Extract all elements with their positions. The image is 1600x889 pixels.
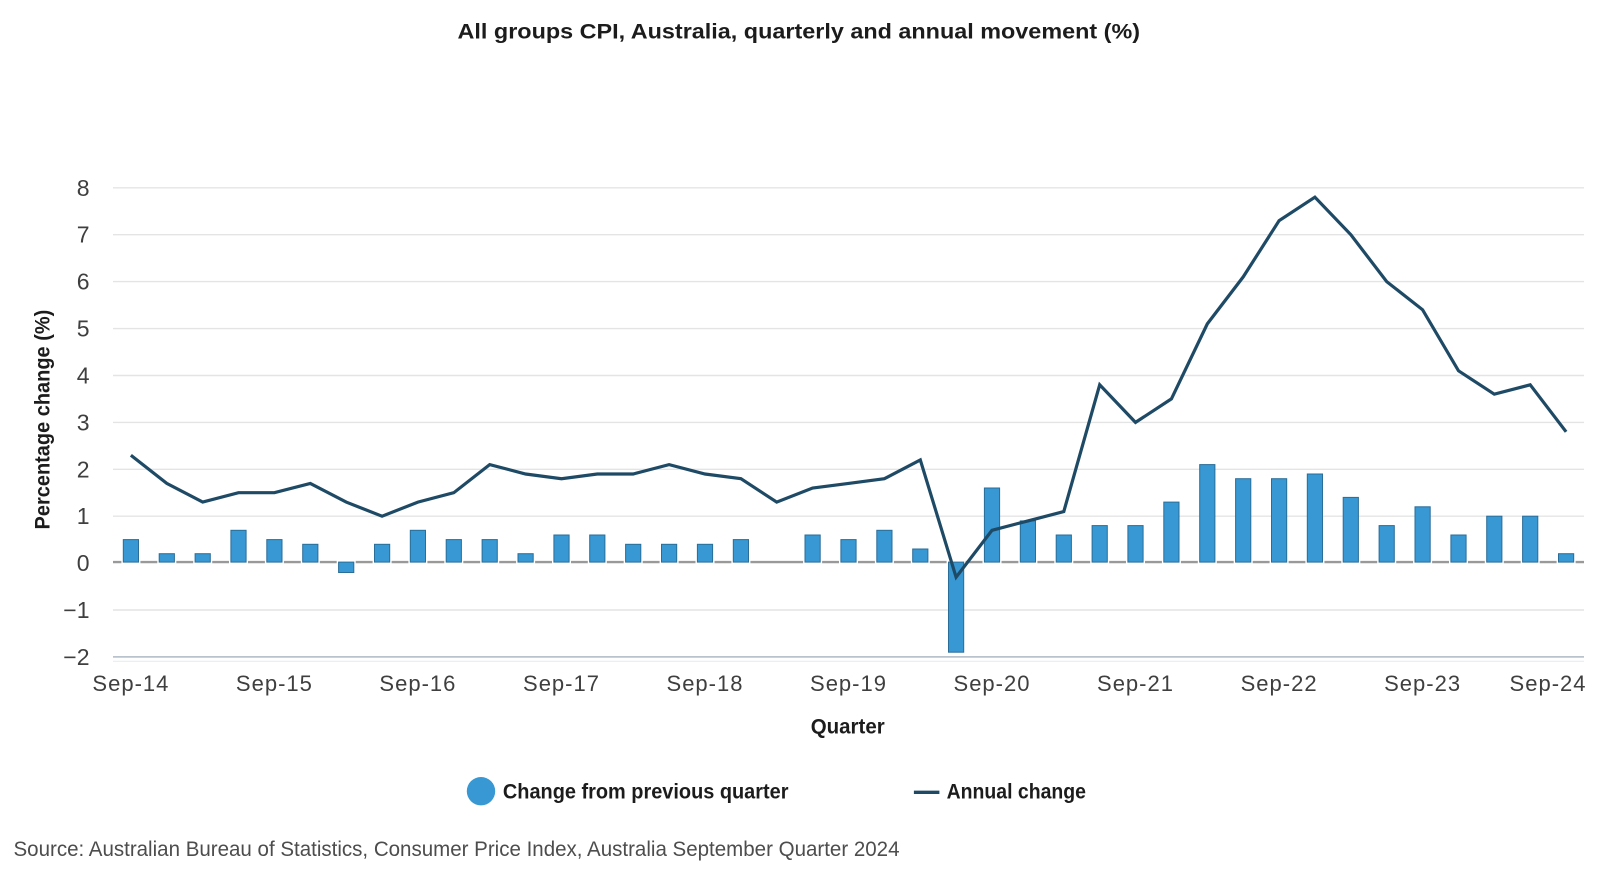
- svg-text:Change from previous quarter: Change from previous quarter: [503, 781, 789, 804]
- svg-text:1: 1: [77, 503, 90, 529]
- svg-text:4: 4: [77, 363, 90, 389]
- svg-text:2: 2: [77, 456, 90, 482]
- svg-text:Sep-15: Sep-15: [236, 671, 313, 696]
- svg-text:−1: −1: [63, 597, 89, 623]
- svg-text:Sep-14: Sep-14: [92, 671, 169, 696]
- svg-text:Quarter: Quarter: [811, 716, 885, 739]
- svg-text:3: 3: [77, 409, 90, 435]
- svg-text:5: 5: [77, 316, 90, 342]
- svg-text:Sep-21: Sep-21: [1097, 671, 1174, 696]
- svg-text:−2: −2: [63, 644, 89, 670]
- svg-text:Sep-17: Sep-17: [523, 671, 600, 696]
- svg-text:8: 8: [77, 175, 90, 201]
- svg-text:7: 7: [77, 222, 90, 248]
- svg-text:Sep-18: Sep-18: [667, 671, 744, 696]
- svg-text:Sep-22: Sep-22: [1241, 671, 1318, 696]
- svg-text:Source: Australian Bureau of S: Source: Australian Bureau of Statistics,…: [14, 838, 900, 861]
- svg-text:Sep-19: Sep-19: [810, 671, 887, 696]
- svg-text:Sep-16: Sep-16: [379, 671, 456, 696]
- svg-text:Annual change: Annual change: [947, 781, 1086, 804]
- svg-text:Sep-20: Sep-20: [954, 671, 1031, 696]
- svg-text:6: 6: [77, 269, 90, 295]
- svg-text:Sep-24: Sep-24: [1510, 671, 1587, 696]
- svg-text:Sep-23: Sep-23: [1384, 671, 1461, 696]
- svg-text:All groups CPI, Australia, qua: All groups CPI, Australia, quarterly and…: [458, 20, 1141, 44]
- svg-text:0: 0: [77, 550, 90, 576]
- svg-text:Percentage change (%): Percentage change (%): [30, 310, 54, 530]
